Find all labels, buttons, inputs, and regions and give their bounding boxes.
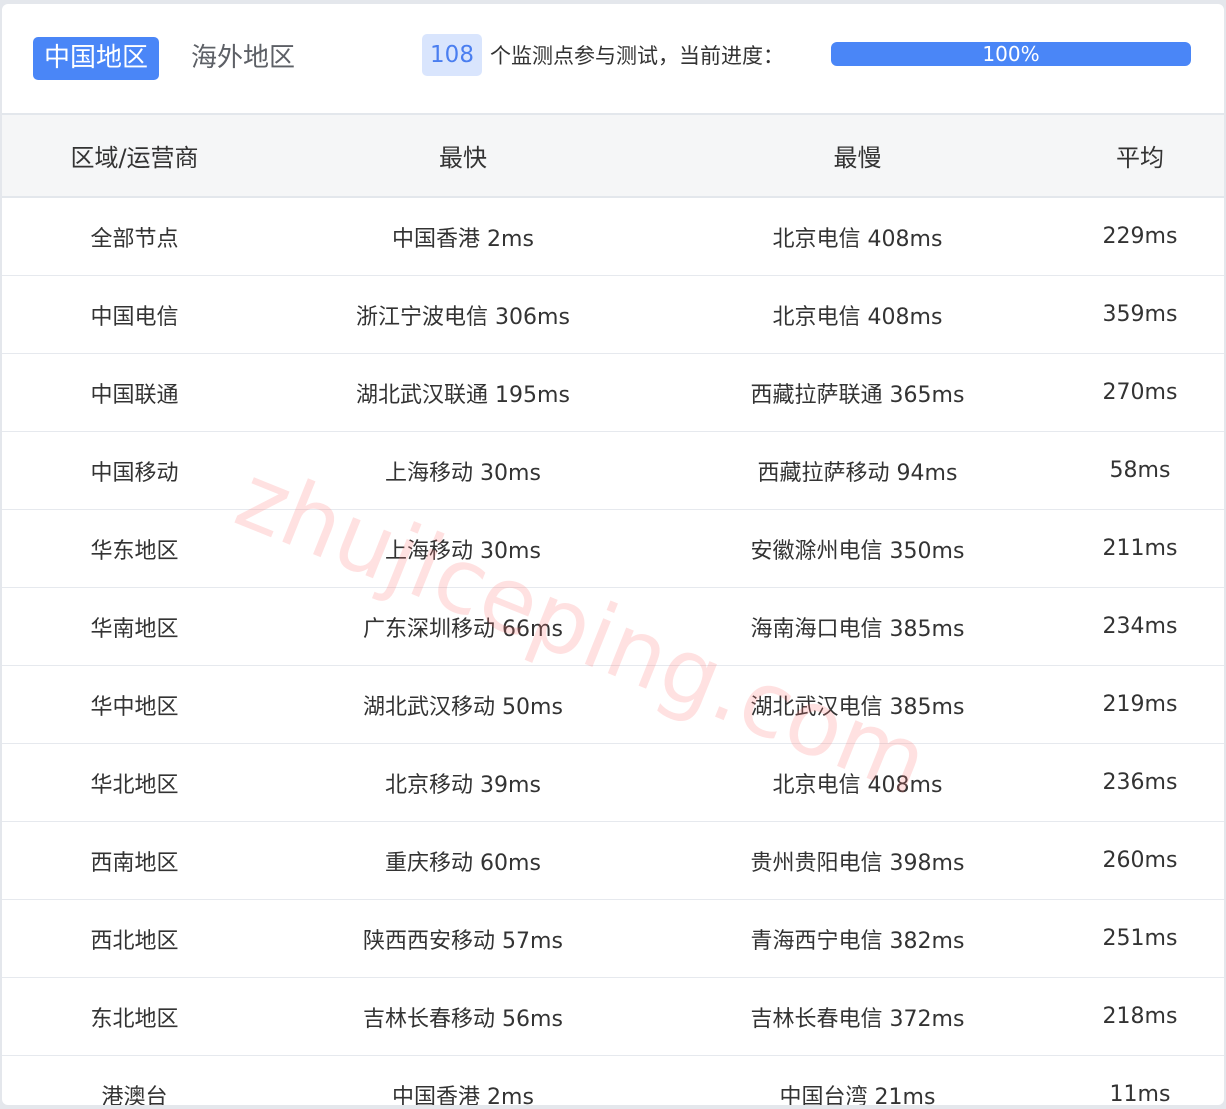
table-row: 华东地区 上海移动 30ms 安徽滁州电信 350ms 211ms bbox=[2, 509, 1224, 588]
cell-fastest: 陕西西安移动 57ms bbox=[267, 899, 659, 978]
cell-average: 211ms bbox=[1056, 509, 1224, 588]
cell-region: 西南地区 bbox=[2, 821, 267, 900]
table-row: 华中地区 湖北武汉移动 50ms 湖北武汉电信 385ms 219ms bbox=[2, 665, 1224, 744]
table-row: 中国联通 湖北武汉联通 195ms 西藏拉萨联通 365ms 270ms bbox=[2, 353, 1224, 432]
results-table: 区域/运营商 最快 最慢 平均 全部节点 中国香港 2ms 北京电信 408ms 22… bbox=[2, 115, 1224, 1105]
cell-slowest: 吉林长春电信 372ms bbox=[659, 977, 1056, 1056]
cell-region: 东北地区 bbox=[2, 977, 267, 1056]
cell-region: 西北地区 bbox=[2, 899, 267, 978]
tab-china[interactable]: 中国地区 bbox=[33, 37, 160, 80]
header-region: 区域/运营商 bbox=[2, 115, 267, 198]
cell-average: 236ms bbox=[1056, 743, 1224, 822]
results-card: 中国地区 海外地区 108 个监测点参与测试，当前进度： 100% 区域/运营商… bbox=[2, 4, 1224, 1105]
cell-average: 251ms bbox=[1056, 899, 1224, 978]
cell-slowest: 北京电信 408ms bbox=[659, 275, 1056, 354]
cell-slowest: 中国台湾 21ms bbox=[659, 1055, 1056, 1105]
cell-slowest: 安徽滁州电信 350ms bbox=[659, 509, 1056, 588]
cell-slowest: 北京电信 408ms bbox=[659, 743, 1056, 822]
table-row: 西北地区 陕西西安移动 57ms 青海西宁电信 382ms 251ms bbox=[2, 899, 1224, 978]
cell-fastest: 北京移动 39ms bbox=[267, 743, 659, 822]
cell-slowest: 西藏拉萨联通 365ms bbox=[659, 353, 1056, 432]
monitor-count-badge: 108 bbox=[422, 34, 482, 76]
header-average: 平均 bbox=[1056, 115, 1224, 198]
cell-slowest: 湖北武汉电信 385ms bbox=[659, 665, 1056, 744]
table-row: 中国移动 上海移动 30ms 西藏拉萨移动 94ms 58ms bbox=[2, 431, 1224, 510]
table-row: 华北地区 北京移动 39ms 北京电信 408ms 236ms bbox=[2, 743, 1224, 822]
cell-average: 359ms bbox=[1056, 275, 1224, 354]
cell-fastest: 湖北武汉联通 195ms bbox=[267, 353, 659, 432]
monitor-text: 个监测点参与测试，当前进度： bbox=[490, 44, 784, 68]
tab-overseas[interactable]: 海外地区 bbox=[191, 43, 296, 73]
cell-fastest: 上海移动 30ms bbox=[267, 431, 659, 510]
cell-fastest: 中国香港 2ms bbox=[267, 197, 659, 276]
cell-slowest: 西藏拉萨移动 94ms bbox=[659, 431, 1056, 510]
table-row: 港澳台 中国香港 2ms 中国台湾 21ms 11ms bbox=[2, 1055, 1224, 1105]
cell-fastest: 重庆移动 60ms bbox=[267, 821, 659, 900]
cell-slowest: 青海西宁电信 382ms bbox=[659, 899, 1056, 978]
table-row: 中国电信 浙江宁波电信 306ms 北京电信 408ms 359ms bbox=[2, 275, 1224, 354]
toolbar: 中国地区 海外地区 108 个监测点参与测试，当前进度： 100% bbox=[2, 4, 1224, 115]
table-row: 华南地区 广东深圳移动 66ms 海南海口电信 385ms 234ms bbox=[2, 587, 1224, 666]
cell-slowest: 北京电信 408ms bbox=[659, 197, 1056, 276]
cell-region: 华南地区 bbox=[2, 587, 267, 666]
header-fastest: 最快 bbox=[267, 115, 659, 198]
cell-region: 中国移动 bbox=[2, 431, 267, 510]
cell-region: 中国电信 bbox=[2, 275, 267, 354]
table-row: 西南地区 重庆移动 60ms 贵州贵阳电信 398ms 260ms bbox=[2, 821, 1224, 900]
cell-region: 华北地区 bbox=[2, 743, 267, 822]
cell-fastest: 上海移动 30ms bbox=[267, 509, 659, 588]
cell-average: 218ms bbox=[1056, 977, 1224, 1056]
table-row: 东北地区 吉林长春移动 56ms 吉林长春电信 372ms 218ms bbox=[2, 977, 1224, 1056]
cell-fastest: 湖北武汉移动 50ms bbox=[267, 665, 659, 744]
table-row: 全部节点 中国香港 2ms 北京电信 408ms 229ms bbox=[2, 197, 1224, 276]
cell-average: 58ms bbox=[1056, 431, 1224, 510]
progress-fill: 100% bbox=[831, 42, 1191, 66]
cell-average: 11ms bbox=[1056, 1055, 1224, 1105]
cell-average: 219ms bbox=[1056, 665, 1224, 744]
cell-region: 全部节点 bbox=[2, 197, 267, 276]
cell-region: 华东地区 bbox=[2, 509, 267, 588]
cell-region: 中国联通 bbox=[2, 353, 267, 432]
table-header: 区域/运营商 最快 最慢 平均 bbox=[2, 115, 1224, 198]
progress-bar: 100% bbox=[831, 42, 1191, 66]
cell-fastest: 广东深圳移动 66ms bbox=[267, 587, 659, 666]
cell-slowest: 贵州贵阳电信 398ms bbox=[659, 821, 1056, 900]
cell-region: 港澳台 bbox=[2, 1055, 267, 1105]
cell-region: 华中地区 bbox=[2, 665, 267, 744]
cell-average: 270ms bbox=[1056, 353, 1224, 432]
cell-average: 260ms bbox=[1056, 821, 1224, 900]
cell-fastest: 中国香港 2ms bbox=[267, 1055, 659, 1105]
cell-slowest: 海南海口电信 385ms bbox=[659, 587, 1056, 666]
cell-fastest: 吉林长春移动 56ms bbox=[267, 977, 659, 1056]
cell-average: 229ms bbox=[1056, 197, 1224, 276]
cell-fastest: 浙江宁波电信 306ms bbox=[267, 275, 659, 354]
header-slowest: 最慢 bbox=[659, 115, 1056, 198]
cell-average: 234ms bbox=[1056, 587, 1224, 666]
